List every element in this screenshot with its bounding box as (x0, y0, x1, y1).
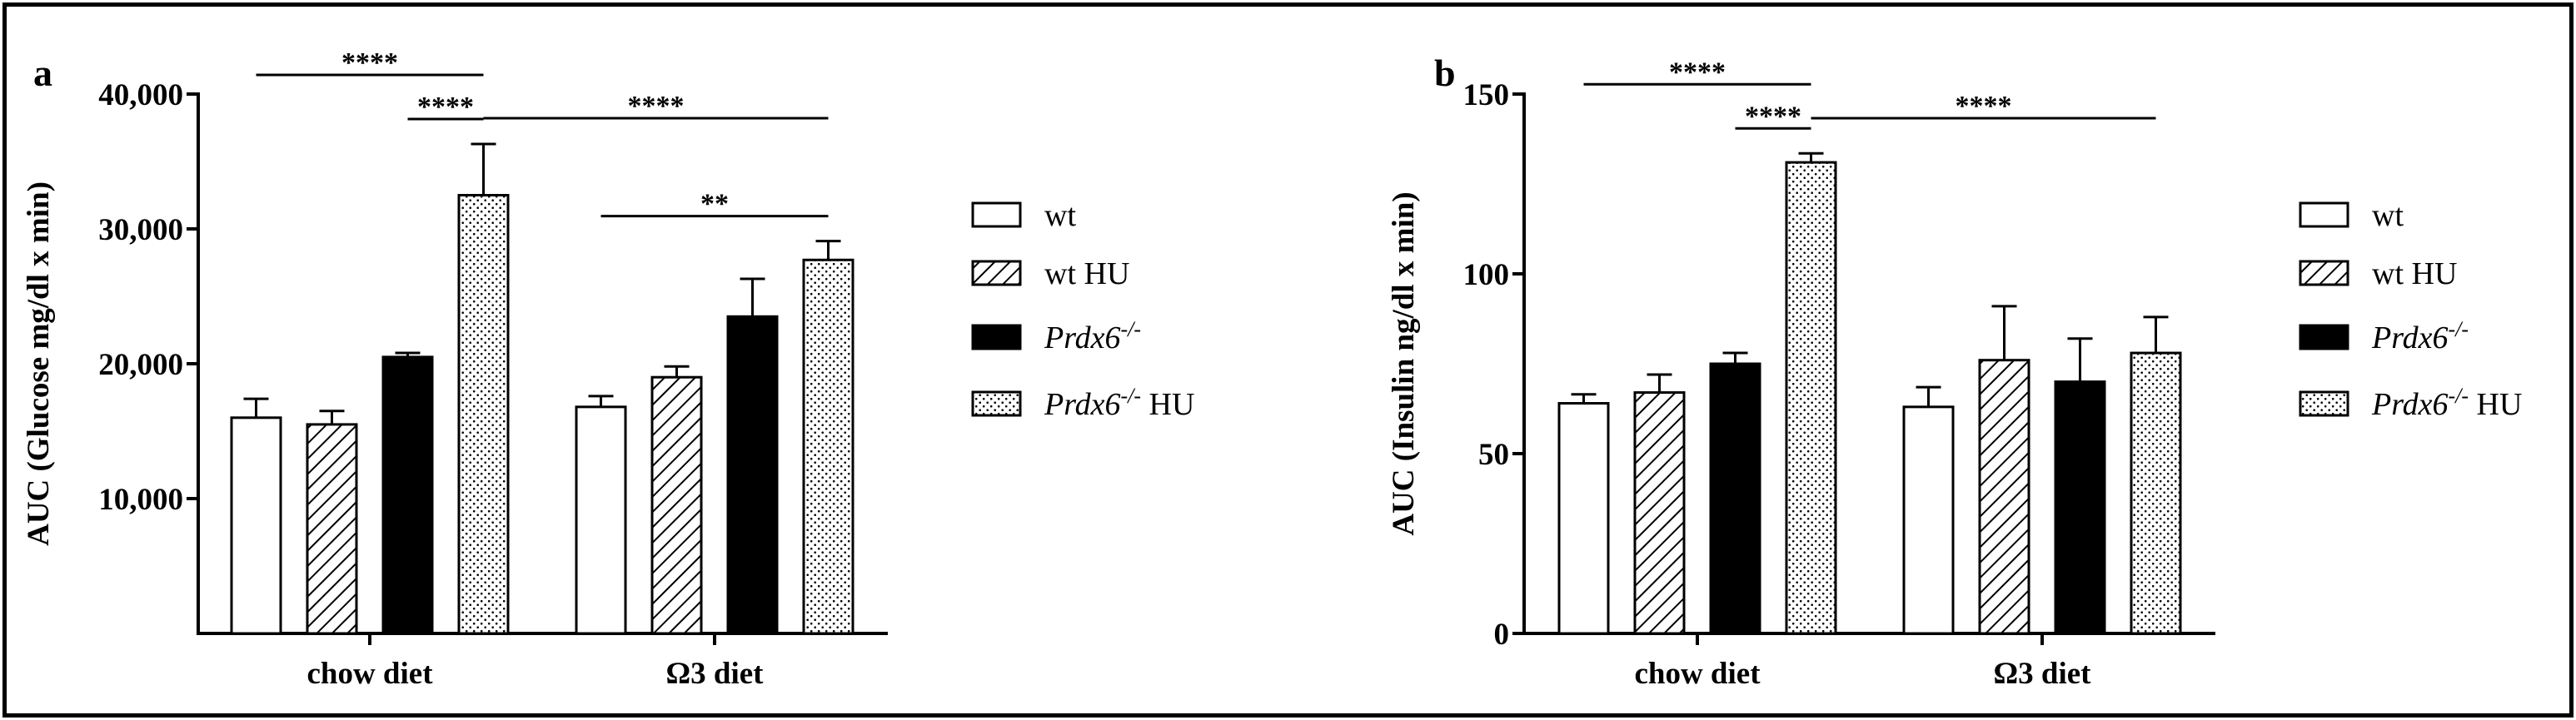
legend-label: Prdx6-/- HU (1044, 384, 1194, 422)
legend-label: Prdx6-/- (2371, 317, 2469, 355)
significance-marker: **** (1956, 91, 2012, 122)
legend-item-wt_hu: wt HU (971, 256, 1129, 291)
legend-label-main: wt (2372, 198, 2404, 233)
significance-marker: **** (341, 47, 398, 78)
chart-panel-b: b 0 50 100 150 AUC (Insulin ng/dl x min) chow … (1387, 52, 2522, 691)
bar-prdx6-chow (381, 355, 434, 635)
chart-panel-a: a 10,000 20,000 30,000 40,000 AUC (Glucose mg… (22, 47, 1194, 691)
bar-prdx6_hu-chow (1785, 161, 1837, 635)
bar-wt-omega3 (575, 405, 627, 635)
legend-label-main: wt (1044, 198, 1076, 233)
panel-label: b (1434, 52, 1456, 94)
legend-label-superscript: -/- (1120, 384, 1141, 408)
bar-prdx6-omega3 (726, 315, 779, 635)
y-tick-label: 30,000 (98, 213, 183, 247)
y-tick-label: 10,000 (98, 483, 183, 517)
legend-label: wt (2372, 198, 2404, 233)
legend-label-superscript: -/- (2448, 384, 2469, 408)
legend-item-wt: wt (971, 198, 1076, 233)
legend-swatch (971, 201, 1022, 228)
bar-prdx6-omega3 (2054, 380, 2106, 635)
bar-wt_hu-omega3 (1978, 359, 2030, 635)
legend-label-main: Prdx6 (2371, 320, 2448, 355)
y-tick-label: 0 (1494, 618, 1510, 652)
legend-swatch (971, 324, 1022, 350)
y-tick-label: 50 (1478, 438, 1509, 472)
legend-item-wt_hu: wt HU (2299, 256, 2457, 291)
legend-item-prdx6: Prdx6-/- (2299, 317, 2469, 355)
legend-item-prdx6_hu: Prdx6-/- HU (2299, 384, 2522, 422)
significance-marker: ** (700, 189, 729, 220)
y-tick-label: 40,000 (98, 78, 183, 112)
y-tick-label: 100 (1463, 258, 1510, 292)
legend-label-main: Prdx6 (1044, 387, 1120, 422)
x-category-label: chow diet (306, 657, 433, 691)
bar-wt_hu-omega3 (650, 375, 703, 635)
legend-swatch (2299, 260, 2349, 286)
legend-label-superscript: -/- (1120, 317, 1141, 341)
legend-item-prdx6_hu: Prdx6-/- HU (971, 384, 1194, 422)
legend-label-main: Prdx6 (1044, 320, 1120, 355)
legend-swatch (2299, 201, 2349, 228)
bar-prdx6-chow (1709, 362, 1761, 635)
significance-marker: **** (417, 92, 474, 122)
legend-item-prdx6: Prdx6-/- (971, 317, 1141, 355)
bar-wt-chow (230, 416, 282, 635)
legend-label: Prdx6-/- HU (2371, 384, 2522, 422)
bar-prdx6_hu-omega3 (2130, 351, 2182, 635)
bar-wt-chow (1557, 402, 1610, 635)
legend-label-suffix: HU (1076, 256, 1129, 291)
bar-prdx6_hu-chow (457, 194, 510, 635)
legend-label: wt HU (2372, 256, 2457, 291)
bar-wt-omega3 (1902, 405, 1955, 635)
significance-marker: **** (628, 91, 685, 122)
y-tick-label: 20,000 (98, 348, 183, 382)
legend-swatch (971, 260, 1022, 286)
legend-label-suffix: HU (2404, 256, 2457, 291)
bar-prdx6_hu-omega3 (802, 258, 855, 635)
legend-label-main: wt (2372, 256, 2404, 291)
legend-label-main: Prdx6 (2371, 387, 2448, 422)
significance-marker: **** (1669, 57, 1726, 87)
panel-label: a (33, 52, 52, 94)
y-tick-label: 150 (1463, 78, 1510, 112)
legend-label-suffix: HU (2469, 387, 2522, 422)
legend-swatch (2299, 324, 2349, 350)
legend-label-superscript: -/- (2448, 317, 2469, 341)
legend-label-main: wt (1044, 256, 1076, 291)
legend-label-suffix: HU (1141, 387, 1194, 422)
bar-wt_hu-chow (1633, 391, 1686, 635)
y-axis-title: AUC (Insulin ng/dl x min) (1387, 191, 1421, 535)
y-axis-title: AUC (Glucose mg/dl x min) (22, 181, 56, 546)
legend-swatch (971, 390, 1022, 417)
significance-marker: **** (1745, 101, 1801, 132)
legend-item-wt: wt (2299, 198, 2404, 233)
x-category-label: chow diet (1634, 657, 1761, 691)
legend-label: Prdx6-/- (1044, 317, 1141, 355)
legend-swatch (2299, 390, 2349, 417)
legend-label: wt (1044, 198, 1076, 233)
x-category-label: Ω3 diet (1994, 657, 2092, 691)
legend-label: wt HU (1044, 256, 1129, 291)
x-category-label: Ω3 diet (666, 657, 765, 691)
bar-wt_hu-chow (306, 423, 358, 635)
